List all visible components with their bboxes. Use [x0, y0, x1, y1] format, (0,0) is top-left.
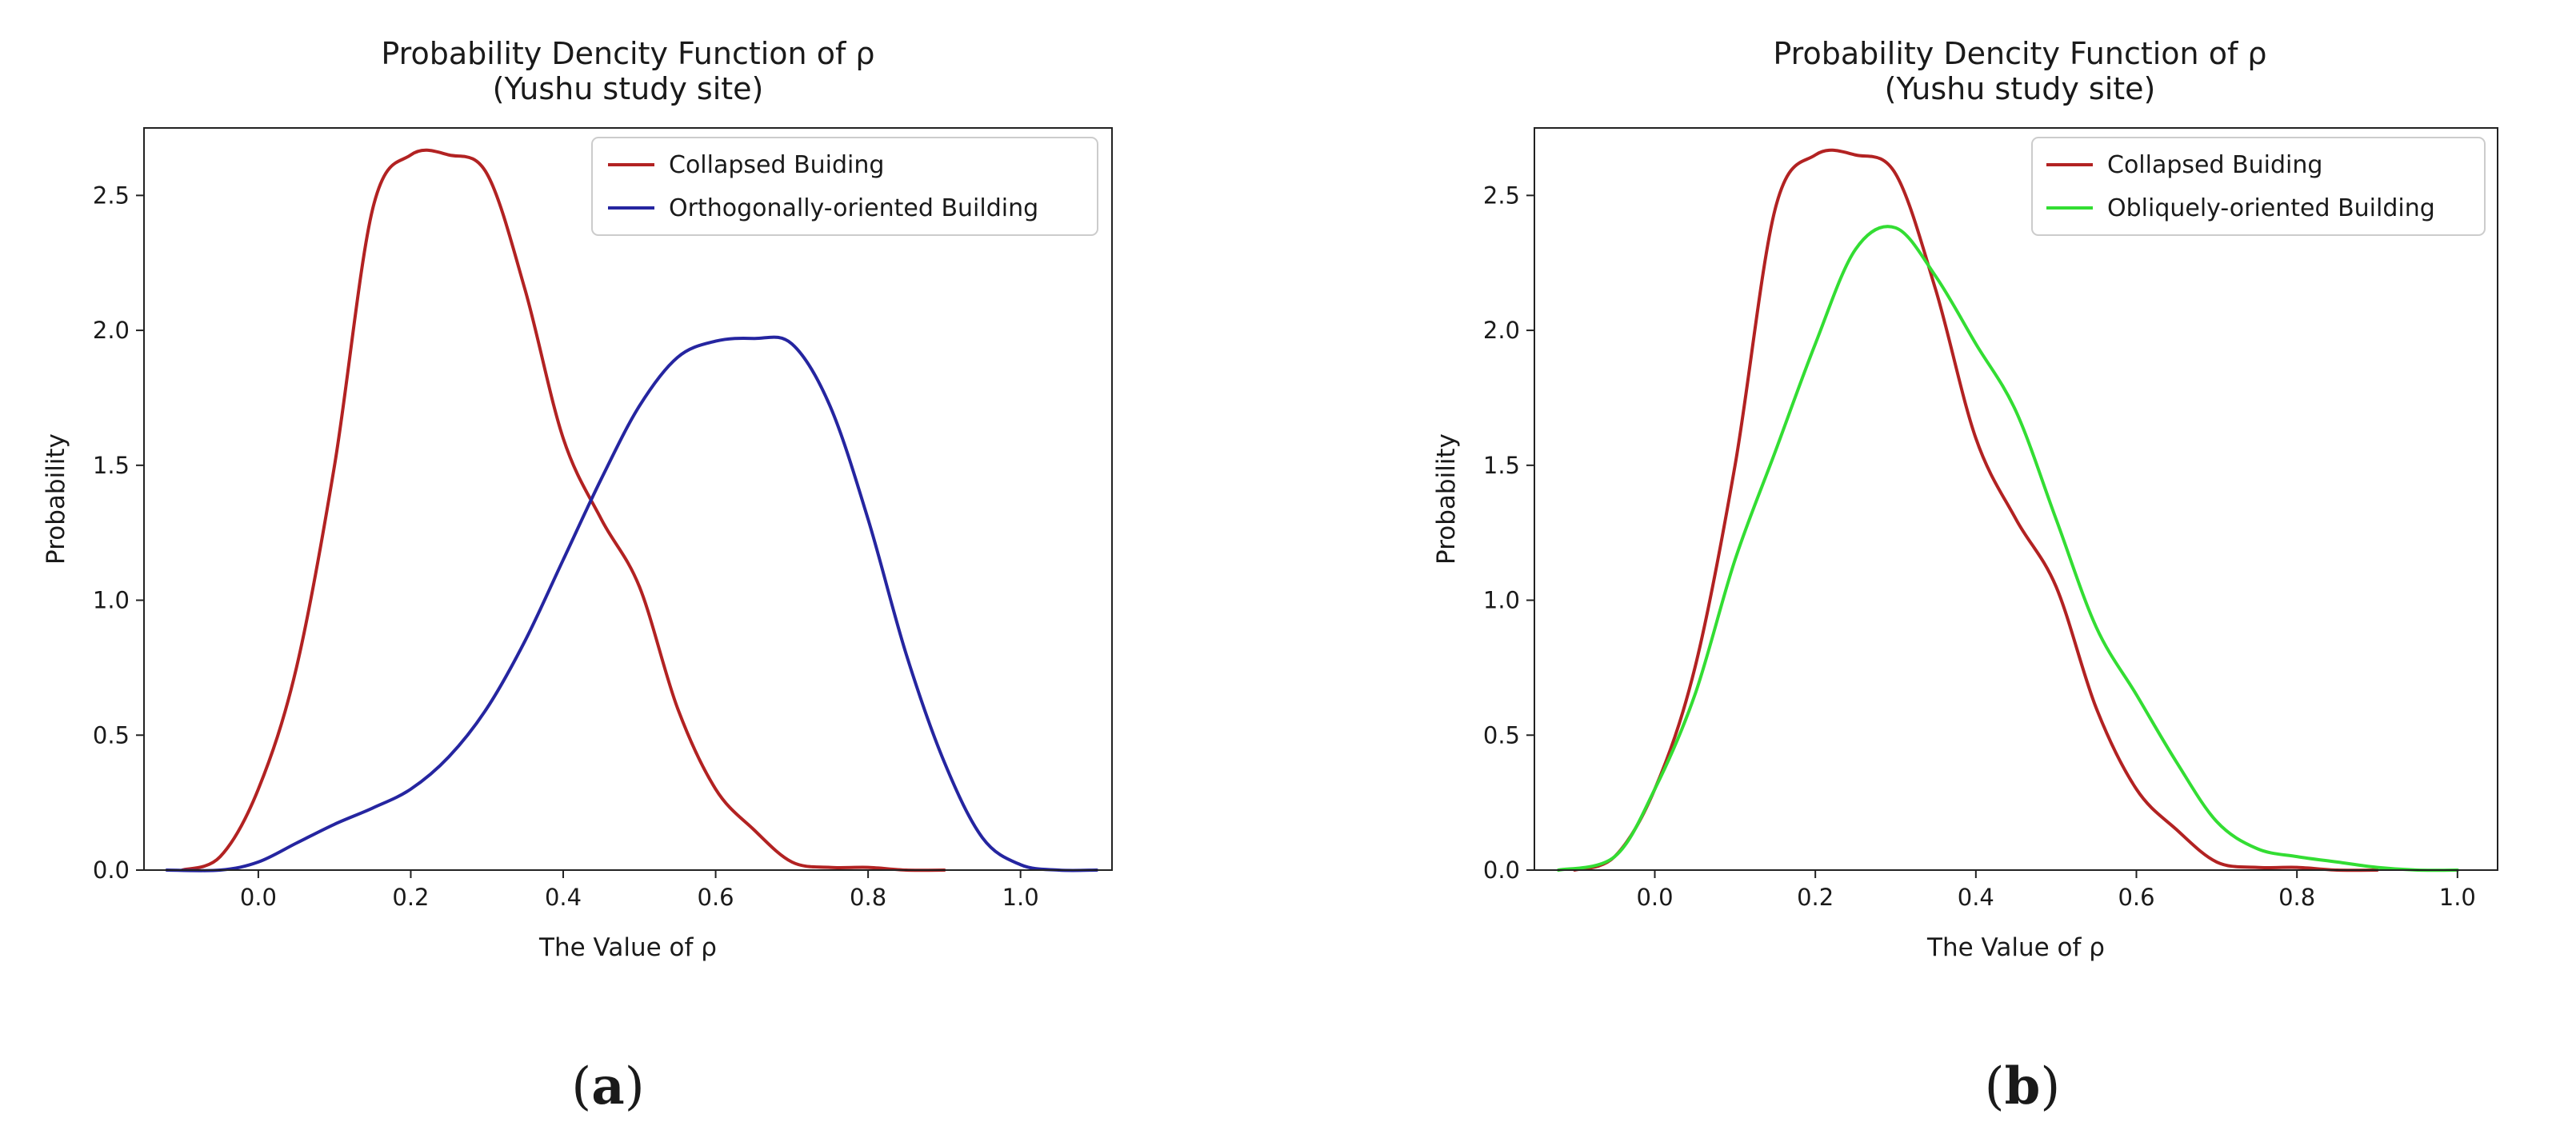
x-tick-label: 0.4: [545, 884, 582, 911]
panel-b: Probability Dencity Function of ρ (Yushu…: [1432, 36, 2498, 1116]
y-tick-label: 0.5: [93, 721, 130, 749]
x-tick-label: 1.0: [2439, 884, 2476, 911]
legend: Collapsed Buiding Orthogonally-oriented …: [591, 137, 1098, 236]
legend: Collapsed Buiding Obliquely-oriented Bui…: [2031, 137, 2486, 236]
series-line-oblique: [1557, 225, 2459, 872]
y-tick-label: 0.0: [1483, 856, 1520, 884]
legend-box: [591, 137, 1098, 236]
plot-frame: [143, 127, 1113, 871]
caption-a: (a): [571, 1056, 644, 1116]
legend-box: [2031, 137, 2486, 236]
y-axis-label: Probability: [1432, 433, 1461, 565]
x-tick-label: 0.0: [240, 884, 277, 911]
y-tick-label: 1.5: [1483, 452, 1520, 479]
plot-area: [1534, 127, 2498, 872]
chart-title-line1: Probability Dencity Function of ρ: [1773, 36, 2266, 71]
legend-label-orthogonal: Orthogonally-oriented Building: [669, 194, 1038, 222]
x-tick-label: 0.8: [850, 884, 886, 911]
legend-label-collapsed: Collapsed Buiding: [669, 151, 884, 179]
x-tick-label: 0.2: [1797, 884, 1834, 911]
x-tick-label: 0.2: [392, 884, 429, 911]
caption-b: (b): [1985, 1056, 2061, 1116]
y-tick-label: 0.5: [1483, 721, 1520, 749]
x-tick-label: 0.0: [1636, 884, 1673, 911]
y-tick-label: 2.5: [93, 182, 130, 209]
y-tick-label: 2.0: [1483, 317, 1520, 344]
y-axis-label: Probability: [42, 433, 70, 565]
y-tick-label: 2.5: [1483, 182, 1520, 209]
y-tick-label: 2.0: [93, 317, 130, 344]
x-tick-label: 0.6: [2118, 884, 2154, 911]
panel-a: Probability Dencity Function of ρ (Yushu…: [42, 36, 1113, 1116]
x-tick-label: 1.0: [1002, 884, 1039, 911]
caption-letter-a: a: [591, 1056, 624, 1116]
y-tick-label: 0.0: [93, 856, 130, 884]
y-tick-label: 1.0: [93, 587, 130, 614]
x-tick-label: 0.6: [698, 884, 734, 911]
legend-label-oblique: Obliquely-oriented Building: [2107, 194, 2435, 222]
x-tick-label: 0.8: [2278, 884, 2315, 911]
series-line-collapsed: [1573, 148, 2379, 872]
x-axis-label: The Value of ρ: [538, 933, 717, 962]
x-axis-label: The Value of ρ: [1926, 933, 2105, 962]
caption-letter-b: b: [2005, 1056, 2041, 1116]
plot-frame: [1534, 127, 2498, 871]
chart-title-line1: Probability Dencity Function of ρ: [381, 36, 874, 71]
series-line-orthogonal: [165, 335, 1098, 872]
y-tick-label: 1.5: [93, 452, 130, 479]
legend-label-collapsed: Collapsed Buiding: [2107, 151, 2322, 179]
series-line-collapsed: [180, 148, 946, 872]
y-tick-label: 1.0: [1483, 587, 1520, 614]
chart-title-line2: (Yushu study site): [1885, 71, 2156, 106]
plot-area: [143, 127, 1113, 872]
x-tick-label: 0.4: [1958, 884, 1994, 911]
chart-title-line2: (Yushu study site): [493, 71, 764, 106]
